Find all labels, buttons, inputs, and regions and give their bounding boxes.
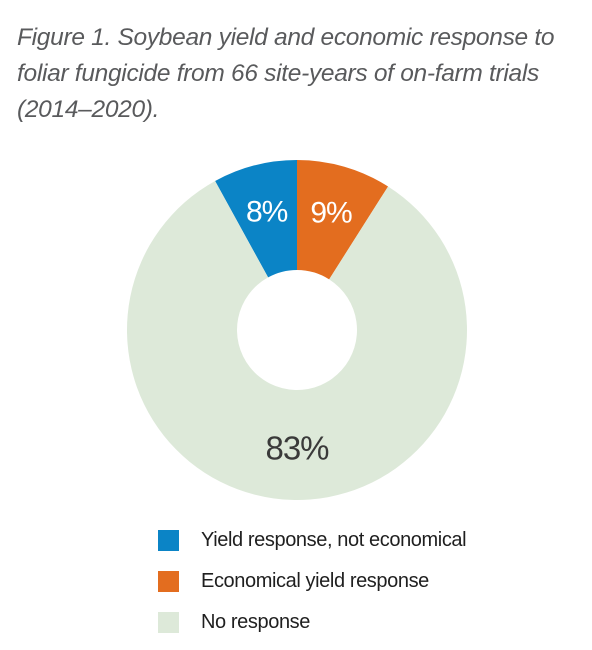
legend-label: Economical yield response — [201, 570, 429, 592]
legend-swatch — [158, 530, 179, 551]
legend-item-economical-yield: Economical yield response — [158, 561, 578, 602]
donut-slice — [215, 160, 297, 278]
slice-value-label: 9% — [310, 196, 352, 229]
chart-legend: Yield response, not economical Economica… — [158, 520, 578, 643]
donut-slice-labels: 8% 9% 83% — [246, 195, 353, 467]
slice-value-label: 8% — [246, 195, 288, 228]
donut-slice — [297, 160, 389, 280]
legend-label: Yield response, not economical — [201, 529, 467, 551]
figure-caption: Figure 1. Soybean yield and economic res… — [17, 24, 555, 123]
legend-swatch — [158, 612, 179, 633]
legend-item-yield-not-economical: Yield response, not economical — [158, 520, 578, 561]
legend-label: No response — [201, 611, 310, 633]
donut-slices — [126, 160, 468, 500]
slice-value-label: 83% — [265, 430, 329, 467]
donut-slice — [126, 181, 468, 500]
legend-item-no-response: No response — [158, 602, 578, 643]
legend-swatch — [158, 571, 179, 592]
